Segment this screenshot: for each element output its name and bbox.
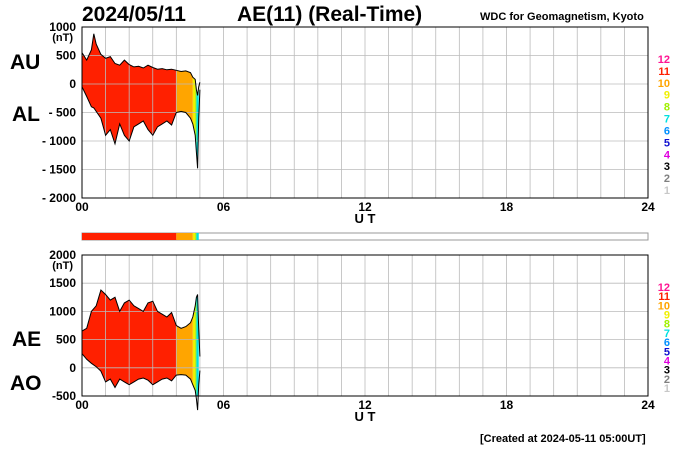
intensity-band-9 [192,290,196,396]
legend-level-4: 4 [664,355,671,367]
legend-level-7: 7 [664,328,670,340]
legend-level-1: 1 [664,383,670,395]
x-tick-label: 00 [75,200,89,214]
y-tick-label: 500 [56,49,76,63]
x-tick-label: 06 [217,200,231,214]
y-tick-label: 0 [69,77,76,91]
legend-level-2: 2 [664,374,670,386]
x-axis-title: U T [355,409,376,424]
legend-level-10: 10 [658,300,670,312]
series-line-al [81,86,201,169]
timeline-segment-8 [195,233,197,240]
y-tick-label: - 1500 [42,163,76,177]
y-tick-label: 2000 [49,248,76,262]
y-tick-label: - 1000 [42,134,76,148]
legend-level-3: 3 [664,161,670,173]
y-tick-label: -500 [52,389,76,403]
panel-label-ae: AE [12,328,42,351]
x-tick-label: 24 [641,200,655,214]
legend-level-2: 2 [664,173,670,185]
intensity-band-8 [195,33,197,169]
legend-level-12: 12 [658,282,670,294]
timeline-segment-11 [82,233,177,240]
legend-level-6: 6 [664,125,670,137]
legend-level-5: 5 [664,137,670,149]
x-tick-label: 12 [358,200,372,214]
y-tick-label: 500 [56,333,76,347]
y-unit-label: (nT) [52,260,73,272]
timeline-segment-7 [196,233,199,240]
plot-frame [81,26,649,199]
intensity-timeline-bar [81,232,649,241]
legend-level-10: 10 [658,78,670,90]
plot-frame [81,254,649,397]
intensity-band-9 [192,33,196,169]
legend-level-12: 12 [658,54,670,66]
x-tick-label: 18 [500,200,514,214]
y-unit-label: (nT) [52,32,73,44]
timeline-segment-9 [192,233,196,240]
chart-title: AE(11) (Real-Time) [237,3,423,26]
x-tick-label: 00 [75,398,89,412]
series-line-ao [81,353,201,411]
panel-label-au: AU [10,51,41,74]
legend-level-9: 9 [664,310,670,322]
y-tick-label: 1000 [49,304,76,318]
x-tick-label: 06 [217,398,231,412]
panel-label-ao: AO [10,372,42,395]
intensity-band-8 [195,290,197,396]
legend-level-6: 6 [664,337,670,349]
legend-level-9: 9 [664,90,670,102]
legend-level-11: 11 [658,291,670,303]
legend-level-4: 4 [664,149,671,161]
y-tick-label: 1000 [49,20,76,34]
legend-level-5: 5 [664,346,670,358]
y-tick-label: - 500 [49,106,77,120]
source-attribution: WDC for Geomagnetism, Kyoto [480,11,644,23]
legend-level-8: 8 [664,102,670,114]
series-line-au [81,33,201,96]
x-tick-label: 12 [358,398,372,412]
chart-date: 2024/05/11 [82,3,186,26]
legend-level-7: 7 [664,114,670,126]
timeline-segment-10 [176,233,193,240]
intensity-band-7 [196,33,199,169]
intensity-band-7 [196,290,199,396]
x-axis-title: U T [355,211,376,226]
legend-level-3: 3 [664,365,670,377]
x-tick-label: 24 [641,398,655,412]
y-tick-label: 0 [69,361,76,375]
chart-panel-1: 1000 500 0 - 500 - 1000 - 1500 - 2000 (nT) 00 06 1… [42,20,671,226]
created-timestamp: [Created at 2024-05-11 05:00UT] [480,433,646,445]
series-line-ae [81,289,201,357]
y-tick-label: - 2000 [42,191,76,205]
y-tick-label: 1500 [49,276,76,290]
panel-label-al: AL [12,103,40,126]
legend-level-11: 11 [658,66,670,78]
x-tick-label: 18 [500,398,514,412]
legend-level-8: 8 [664,319,670,331]
legend-level-1: 1 [664,185,670,197]
